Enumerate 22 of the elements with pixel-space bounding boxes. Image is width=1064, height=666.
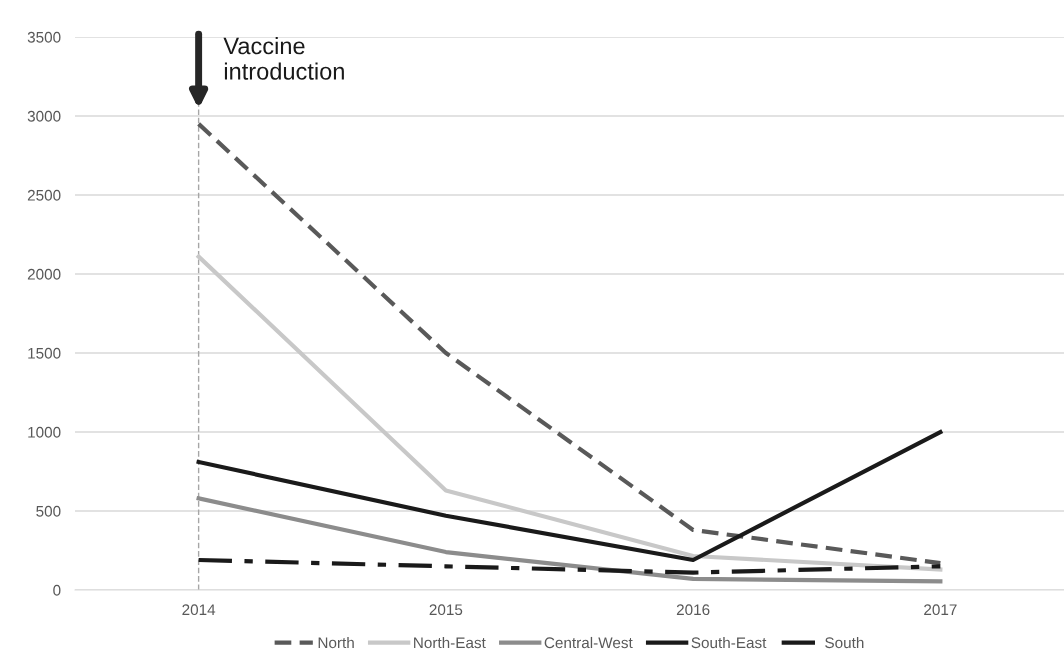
y-tick-label: 3000 (27, 110, 61, 122)
line-series (196, 121, 943, 566)
x-tick-label: 2016 (676, 604, 710, 616)
legend-label: North-East (414, 636, 486, 649)
line-series (196, 496, 943, 584)
y-tick-label: 3500 (27, 31, 61, 43)
legend-label: South-East (691, 636, 767, 649)
line-series (196, 254, 943, 572)
y-tick-label: 2500 (27, 189, 61, 201)
line-series (196, 429, 943, 563)
y-tick-label: 0 (53, 584, 61, 596)
x-tick-label: 2017 (924, 604, 957, 616)
x-tick-label: 2015 (429, 604, 463, 616)
legend-label: North (318, 636, 354, 649)
y-tick-label: 1000 (28, 426, 61, 438)
legend-label: South (825, 636, 864, 649)
legend-label: Central-West (544, 636, 633, 649)
y-tick-label: 2000 (27, 268, 61, 280)
y-tick-label: 500 (36, 505, 61, 517)
annotation: Vaccine introduction (223, 37, 344, 80)
x-tick-label: 2014 (182, 604, 216, 616)
y-tick-label: 1500 (28, 347, 61, 359)
